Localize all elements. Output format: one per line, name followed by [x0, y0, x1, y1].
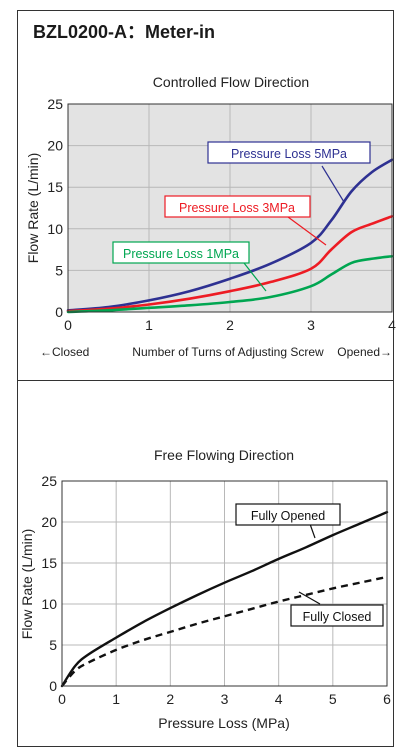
- chart2-series: [60, 510, 389, 688]
- chart1-x-axis-opened: Opened→: [337, 345, 392, 359]
- chart2-y-tick-label: 10: [41, 596, 57, 612]
- chart2-y-tick-label: 20: [41, 514, 57, 530]
- chart1-title: Controlled Flow Direction: [153, 74, 309, 90]
- chart1-x-tick-label: 2: [226, 317, 234, 333]
- chart2-x-tick-label: 0: [58, 691, 66, 707]
- chart2-y-tick-label: 25: [41, 473, 57, 489]
- chart1-y-ticks: 0 5 10 15 20 25: [47, 96, 63, 320]
- chart2-x-tick-label: 3: [221, 691, 229, 707]
- chart2-title: Free Flowing Direction: [154, 447, 294, 463]
- chart1-y-tick-label: 10: [47, 221, 63, 237]
- chart1-x-tick-label: 0: [64, 317, 72, 333]
- page-title: BZL0200-A：Meter-in: [33, 22, 216, 42]
- chart1-x-axis-label: Number of Turns of Adjusting Screw: [132, 345, 324, 359]
- chart1-x-tick-label: 3: [307, 317, 315, 333]
- chart2-y-tick-label: 5: [49, 637, 57, 653]
- chart1-y-axis-label: Flow Rate (L/min): [25, 153, 41, 263]
- chart1-y-tick-label: 5: [55, 262, 63, 278]
- chart1-x-tick-label: 1: [145, 317, 153, 333]
- chart1-y-tick-label: 25: [47, 96, 63, 112]
- chart2-x-axis-label: Pressure Loss (MPa): [158, 715, 289, 731]
- chart1-y-tick-label: 15: [47, 179, 63, 195]
- chart2-x-tick-label: 2: [166, 691, 174, 707]
- callout-loss-1-label: Pressure Loss 1MPa: [123, 247, 239, 261]
- callout-fully-closed-label: Fully Closed: [303, 610, 372, 624]
- callout-fully-opened: Fully Opened: [235, 503, 341, 539]
- chart2-y-ticks: 0 5 10 15 20 25: [41, 473, 57, 694]
- section-divider: [17, 380, 394, 381]
- chart1-y-tick-label: 20: [47, 138, 63, 154]
- series-line-fully-closed: [61, 575, 388, 687]
- chart2-y-tick-label: 0: [49, 678, 57, 694]
- series-line-fully-opened: [60, 510, 389, 688]
- callout-loss-1: Pressure Loss 1MPa: [112, 241, 267, 292]
- series-line-pressure-loss-3mpa: [66, 215, 394, 313]
- chart2-y-tick-label: 15: [41, 555, 57, 571]
- chart2-x-tick-label: 4: [275, 691, 283, 707]
- callout-fully-closed: Fully Closed: [290, 591, 384, 627]
- chart2-x-tick-label: 1: [112, 691, 120, 707]
- callout-loss-3-label: Pressure Loss 3MPa: [179, 201, 295, 215]
- chart2-x-tick-label: 6: [383, 691, 391, 707]
- chart2-plot-border: [61, 480, 388, 687]
- callout-loss-5: Pressure Loss 5MPa: [207, 141, 371, 203]
- chart2-x-ticks: 0 1 2 3 4 5 6: [58, 691, 391, 707]
- callout-loss-3: Pressure Loss 3MPa: [164, 195, 327, 246]
- chart1-y-tick-label: 0: [55, 304, 63, 320]
- chart1-x-ticks: 0 1 2 3 4: [64, 317, 396, 333]
- chart2-x-tick-label: 5: [329, 691, 337, 707]
- chart1-series: [66, 158, 394, 314]
- series-line-pressure-loss-5mpa: [66, 158, 394, 312]
- callout-fully-opened-label: Fully Opened: [251, 509, 325, 523]
- chart1-x-axis-closed: ←Closed: [40, 345, 89, 359]
- chart2-y-axis-label: Flow Rate (L/min): [19, 529, 35, 639]
- chart1-x-tick-label: 4: [388, 317, 396, 333]
- series-line-pressure-loss-1mpa: [66, 254, 394, 314]
- callout-loss-5-label: Pressure Loss 5MPa: [231, 147, 347, 161]
- chart1-plot-border: [67, 103, 393, 313]
